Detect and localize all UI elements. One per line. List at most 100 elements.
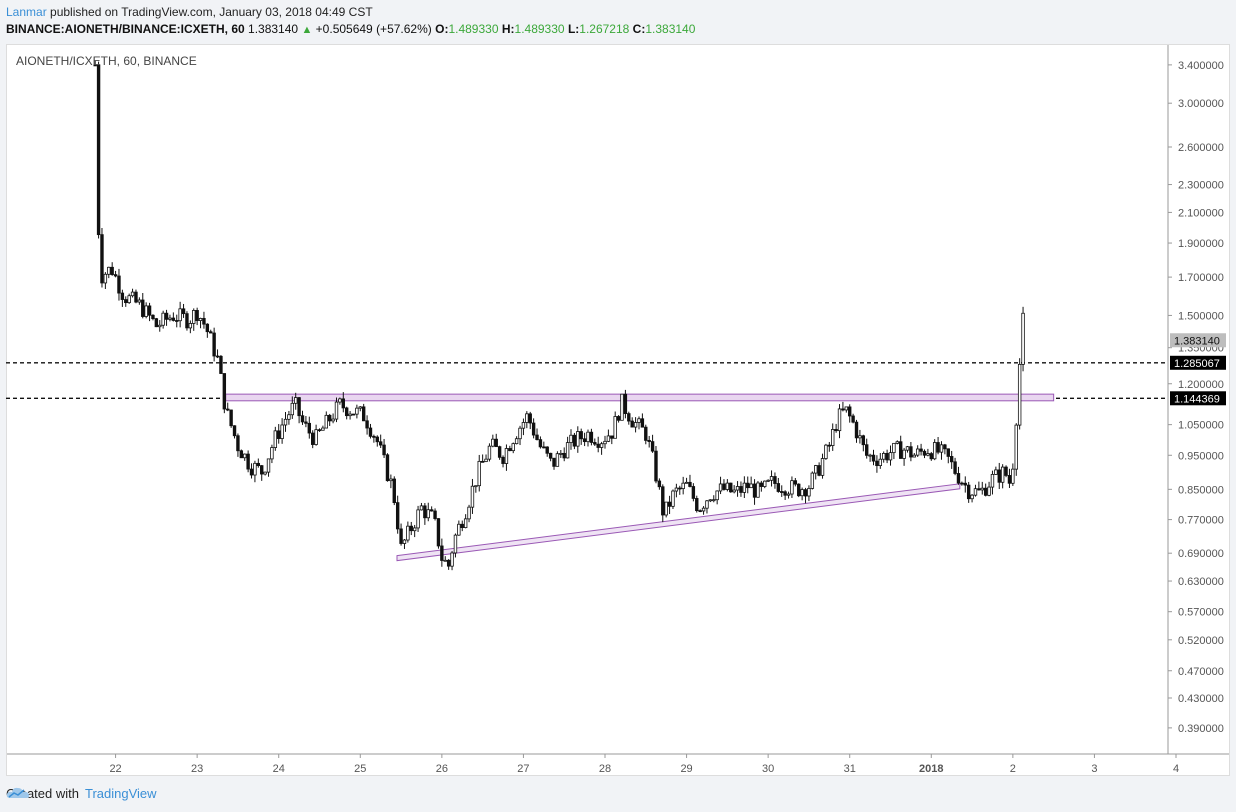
candle-body <box>365 420 369 429</box>
candle-body <box>151 314 155 320</box>
candle-body <box>987 486 991 496</box>
candle-body <box>888 452 893 461</box>
candle-body <box>878 458 883 467</box>
candle-body <box>664 501 668 516</box>
candle-body <box>865 444 869 456</box>
x-tick-label: 24 <box>273 763 285 775</box>
candle-body <box>905 446 910 451</box>
candle-body <box>630 420 634 428</box>
candle-body <box>542 446 546 449</box>
candle-body <box>446 559 451 567</box>
candle-body <box>450 552 454 567</box>
resistance-band <box>225 393 1055 402</box>
y-tick-label: 0.520000 <box>1178 635 1224 647</box>
candle-body <box>691 486 696 499</box>
candle-body <box>559 452 563 455</box>
y-tick-label: 0.770000 <box>1178 515 1224 527</box>
close-label: C: <box>632 22 646 36</box>
candle-body <box>973 488 978 496</box>
candle-body <box>783 491 787 496</box>
candle-body <box>732 489 736 493</box>
candle-body <box>372 435 376 438</box>
candle-body <box>882 452 886 460</box>
candle-body <box>457 523 461 536</box>
candle-body <box>175 320 179 322</box>
candle-body <box>623 393 628 415</box>
candle-body <box>416 509 420 529</box>
publish-header: Lanmar published on TradingView.com, Jan… <box>0 0 1236 44</box>
tradingview-logo-icon[interactable] <box>6 786 30 800</box>
candle-body <box>130 291 135 297</box>
y-tick-label: 1.700000 <box>1178 272 1224 284</box>
candle-body <box>280 424 284 439</box>
candle-body <box>667 501 672 507</box>
candle-body <box>239 450 244 459</box>
candle-body <box>739 486 743 493</box>
candle-body <box>127 295 131 304</box>
candle-body <box>926 453 930 456</box>
price-label-box <box>1170 333 1226 348</box>
y-tick-label: 2.600000 <box>1178 142 1224 154</box>
candle-body <box>562 452 566 459</box>
candle-body <box>297 397 301 417</box>
footer: Created with TradingView <box>6 786 157 801</box>
low-value: 1.267218 <box>579 22 630 36</box>
candle-body <box>807 488 811 497</box>
candle-body <box>487 445 492 460</box>
candle-body <box>593 442 597 445</box>
candle-body <box>154 318 159 328</box>
candle-body <box>215 355 220 358</box>
close-value: 1.383140 <box>645 22 696 36</box>
candle-body <box>616 416 621 421</box>
candle-body <box>317 429 322 432</box>
candle-body <box>966 484 971 500</box>
chart-area[interactable]: 3.400000 3.000000 2.600000 2.300000 2.100000… <box>6 44 1230 776</box>
x-tick-label: 28 <box>599 763 611 775</box>
candle-body <box>113 274 118 277</box>
candle-body <box>752 483 757 498</box>
candle-body <box>841 408 845 411</box>
candle-body <box>392 478 396 504</box>
candle-body <box>990 474 995 488</box>
candle-body <box>419 505 424 511</box>
candle-body <box>144 305 148 317</box>
candle-body <box>1017 363 1022 426</box>
candle-body <box>919 448 923 452</box>
candle-body <box>147 305 152 316</box>
candle-body <box>491 438 495 447</box>
candle-body <box>467 506 471 520</box>
y-tick-label: 2.300000 <box>1178 180 1224 192</box>
candle-body <box>953 461 957 474</box>
y-tick-label: 1.500000 <box>1178 310 1224 322</box>
price-chart[interactable]: 3.400000 3.000000 2.600000 2.300000 2.100000… <box>6 44 1230 776</box>
candle-body <box>195 310 199 321</box>
price-label-box <box>1170 355 1226 370</box>
candle-body <box>698 510 702 513</box>
candle-body <box>385 454 390 482</box>
tradingview-link[interactable]: TradingView <box>84 786 157 801</box>
candle-body <box>742 482 747 493</box>
y-tick-label: 3.400000 <box>1178 60 1224 72</box>
candle-body <box>355 407 359 415</box>
candle-body <box>222 373 227 410</box>
candle-body <box>929 453 933 460</box>
candle-body <box>633 422 638 428</box>
candle-body <box>569 434 573 444</box>
candle-body <box>307 422 312 434</box>
candle-body <box>474 485 478 488</box>
candle-body <box>654 450 658 482</box>
candle-body <box>994 469 998 475</box>
support-trendline <box>396 483 961 562</box>
candle-body <box>389 478 393 482</box>
candle-body <box>749 483 753 489</box>
high-label: H: <box>501 22 515 36</box>
price-label-text: 1.383140 <box>1174 335 1220 347</box>
candle-body <box>399 528 403 544</box>
candle-body <box>429 509 434 512</box>
candle-body <box>229 409 233 427</box>
candle-body <box>188 323 193 329</box>
candle-body <box>746 482 750 489</box>
author-link[interactable]: Lanmar <box>6 5 47 19</box>
candle-body <box>885 452 889 461</box>
candle-body <box>922 450 927 456</box>
